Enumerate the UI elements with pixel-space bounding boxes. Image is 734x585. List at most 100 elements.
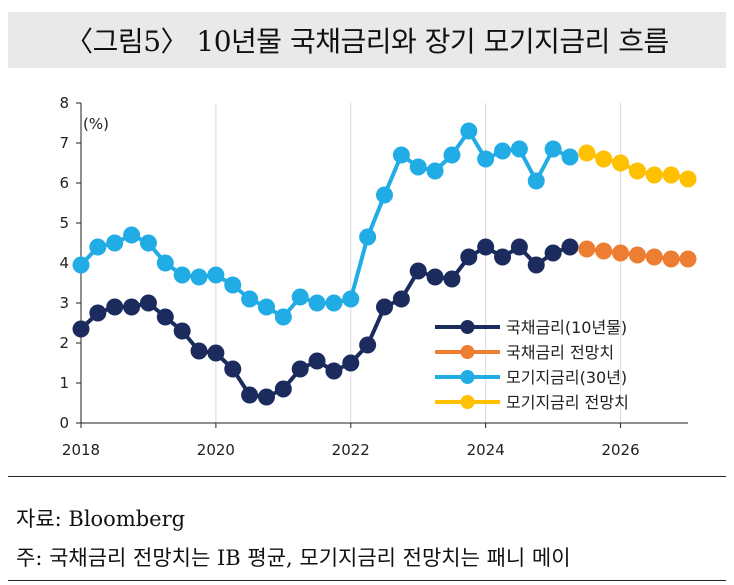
- data-point: [325, 362, 343, 380]
- data-point: [561, 238, 579, 256]
- data-point: [409, 262, 427, 280]
- data-point: [494, 142, 512, 160]
- data-point: [173, 322, 191, 340]
- data-point: [123, 298, 141, 316]
- data-point: [241, 290, 259, 308]
- data-point: [477, 238, 495, 256]
- footnote: 주: 국채금리 전망치는 IB 평균, 모기지금리 전망치는 패니 메이: [16, 546, 571, 570]
- data-point: [527, 256, 545, 274]
- data-point: [308, 294, 326, 312]
- x-tick-label: 2020: [197, 441, 235, 459]
- data-point: [291, 288, 309, 306]
- data-point: [156, 254, 174, 272]
- data-point: [139, 234, 157, 252]
- data-point: [224, 360, 242, 378]
- data-point: [72, 320, 90, 338]
- data-point: [662, 250, 680, 268]
- data-point: [527, 172, 545, 190]
- data-point: [510, 140, 528, 158]
- y-tick-label: 7: [59, 134, 69, 152]
- data-point: [123, 226, 141, 244]
- x-tick-label: 2026: [601, 441, 639, 459]
- data-point: [679, 170, 697, 188]
- data-point: [207, 344, 225, 362]
- data-point: [106, 234, 124, 252]
- data-point: [392, 290, 410, 308]
- data-point: [628, 162, 646, 180]
- chart-title-bar: 〈그림5〉 10년물 국채금리와 장기 모기지금리 흐름: [8, 12, 726, 68]
- data-point: [274, 308, 292, 326]
- data-point: [460, 122, 478, 140]
- data-point: [544, 140, 562, 158]
- data-point: [595, 242, 613, 260]
- line-chart: 0 1 2 3 4 5 6 7 8 2018 2020 2022 2024 2026 (%) 국채금리(10년…: [59, 94, 697, 459]
- data-point: [342, 354, 360, 372]
- data-point: [595, 150, 613, 168]
- data-point: [224, 276, 242, 294]
- data-point: [342, 290, 360, 308]
- x-tick-label: 2022: [332, 441, 370, 459]
- data-point: [426, 162, 444, 180]
- data-point: [359, 228, 377, 246]
- x-tick-label: 2018: [62, 441, 100, 459]
- data-point: [612, 244, 630, 262]
- data-point: [139, 294, 157, 312]
- legend-marker: [460, 370, 475, 384]
- data-point: [325, 294, 343, 312]
- data-point: [645, 166, 663, 184]
- data-point: [426, 268, 444, 286]
- legend-label: 국채금리 전망치: [506, 343, 614, 362]
- data-point: [274, 380, 292, 398]
- legend-marker: [460, 320, 475, 334]
- data-point: [443, 270, 461, 288]
- y-tick-label: 2: [59, 334, 69, 352]
- bottom-divider: [8, 580, 726, 581]
- series-line: [79, 245, 571, 399]
- data-point: [376, 186, 393, 204]
- y-tick-label: 5: [59, 214, 69, 232]
- data-point: [460, 248, 478, 266]
- y-tick-label: 3: [59, 294, 69, 312]
- data-point: [409, 158, 427, 176]
- y-tick-label: 0: [59, 414, 69, 432]
- data-point: [156, 308, 174, 326]
- y-tick-label: 6: [59, 174, 69, 192]
- y-tick-label: 8: [59, 94, 69, 112]
- legend-label: 모기지금리 전망치: [506, 393, 629, 412]
- data-point: [72, 256, 90, 274]
- y-tick-label: 4: [59, 254, 69, 272]
- chart-title: 〈그림5〉 10년물 국채금리와 장기 모기지금리 흐름: [65, 25, 669, 58]
- data-point: [106, 298, 124, 316]
- data-point: [628, 246, 646, 264]
- legend-marker: [460, 345, 475, 359]
- data-point: [190, 342, 208, 360]
- data-point: [89, 238, 107, 256]
- data-point: [359, 336, 377, 354]
- source-note: 자료: Bloomberg: [16, 507, 186, 531]
- data-point: [443, 146, 461, 164]
- data-point: [257, 388, 275, 406]
- data-point: [376, 298, 393, 316]
- data-point: [190, 268, 208, 286]
- data-point: [291, 360, 309, 378]
- data-point: [510, 238, 528, 256]
- x-tick-label: 2024: [467, 441, 505, 459]
- data-point: [612, 154, 630, 172]
- data-point: [578, 240, 596, 258]
- legend-label: 모기지금리(30년): [506, 368, 627, 387]
- data-point: [662, 166, 680, 184]
- data-point: [679, 250, 697, 268]
- data-point: [578, 144, 596, 162]
- data-point: [477, 150, 495, 168]
- data-point: [392, 146, 410, 164]
- legend-label: 국채금리(10년물): [506, 318, 627, 337]
- top-divider: [8, 476, 726, 477]
- data-point: [173, 266, 191, 284]
- data-point: [308, 352, 326, 370]
- unit-label: (%): [83, 115, 109, 133]
- data-point: [207, 266, 225, 284]
- data-point: [561, 148, 579, 166]
- data-point: [645, 248, 663, 266]
- data-point: [89, 304, 107, 322]
- series-line: [79, 129, 571, 319]
